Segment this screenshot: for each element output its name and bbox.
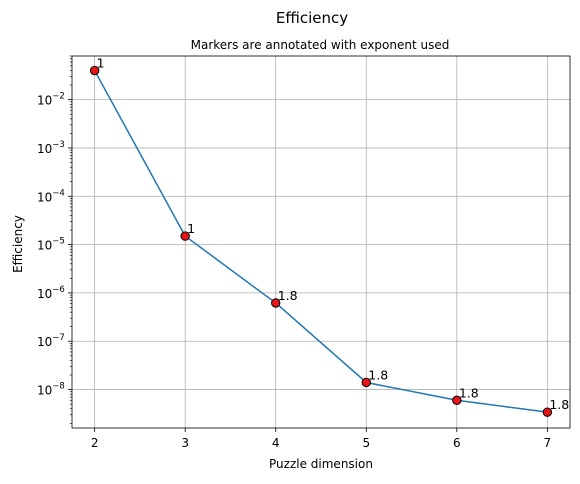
y-tick-label: 10−3 [37, 140, 65, 156]
data-point-annotation: 1.8 [459, 385, 479, 400]
chart-title: Efficiency [276, 9, 348, 27]
y-tick-label: 10−6 [37, 285, 65, 301]
data-point-marker [180, 231, 190, 241]
x-tick-label: 2 [91, 436, 99, 450]
x-tick-label: 3 [181, 436, 189, 450]
data-point-annotation: 1.8 [278, 288, 298, 303]
x-tick-label: 7 [544, 436, 552, 450]
data-point-annotation: 1.8 [368, 367, 388, 382]
data-point-marker [271, 298, 281, 308]
y-tick-label: 10−2 [37, 92, 65, 108]
chart-subtitle: Markers are annotated with exponent used [191, 38, 450, 52]
plot-frame [71, 55, 571, 429]
data-point-annotation: 1.8 [549, 397, 569, 412]
data-point-marker [361, 377, 371, 388]
series-line [93, 70, 548, 413]
y-tick-label: 10−7 [37, 333, 65, 349]
data-point-marker [452, 395, 462, 405]
axes-layer: 2 3 4 5 6 7 10−8 10−7 10−6 10−5 10−4 10−3 10−2 [37, 55, 571, 450]
data-point-annotation: 1 [97, 56, 105, 71]
y-tick-label: 10−5 [37, 237, 65, 253]
y-tick-label: 10−4 [37, 188, 65, 204]
x-tick-label: 5 [362, 436, 370, 450]
x-tick-label: 6 [453, 436, 461, 450]
y-axis-label: Efficiency [11, 215, 25, 273]
y-tick-label: 10−8 [37, 382, 65, 398]
data-point-marker [542, 407, 553, 417]
data-layer: 1 1 1.8 1.8 1.8 1.8 [89, 56, 569, 417]
data-point-annotation: 1 [187, 221, 195, 236]
x-axis-label: Puzzle dimension [269, 457, 373, 471]
x-tick-label: 4 [272, 436, 280, 450]
data-point-marker [89, 65, 100, 76]
grid-layer [72, 56, 570, 428]
